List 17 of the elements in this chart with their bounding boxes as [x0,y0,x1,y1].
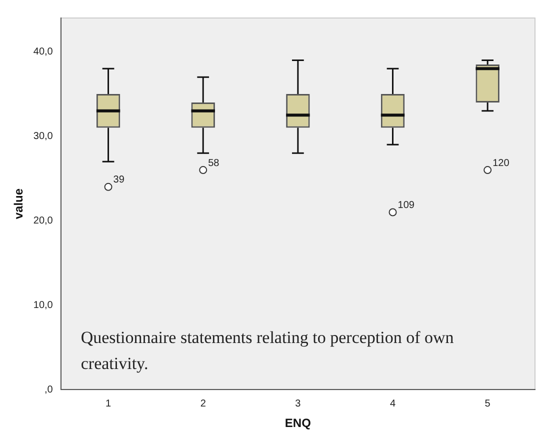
y-axis-title: value [12,188,26,220]
y-tick-label: 30,0 [33,130,54,142]
x-tick-label: 2 [200,398,206,410]
y-tick-label: 20,0 [33,215,54,226]
annotation: 109 [398,200,415,211]
x-tick-label: 4 [390,398,396,410]
y-tick-label: 10,0 [33,300,54,311]
x-tick-label: 3 [295,398,302,410]
annotation: 39 [113,174,125,186]
annotation: 120 [492,158,510,169]
annotation: Questionnaire statements relating to perception of own creativity. [80,328,454,374]
y-tick-label: 40,0 [33,46,54,58]
x-tick-label: 1 [105,398,112,410]
annotation: 58 [208,158,220,169]
x-axis-title: ENQ [284,416,311,430]
x-tick-label: 5 [484,398,491,410]
y-tick-label: ,0 [44,384,54,396]
